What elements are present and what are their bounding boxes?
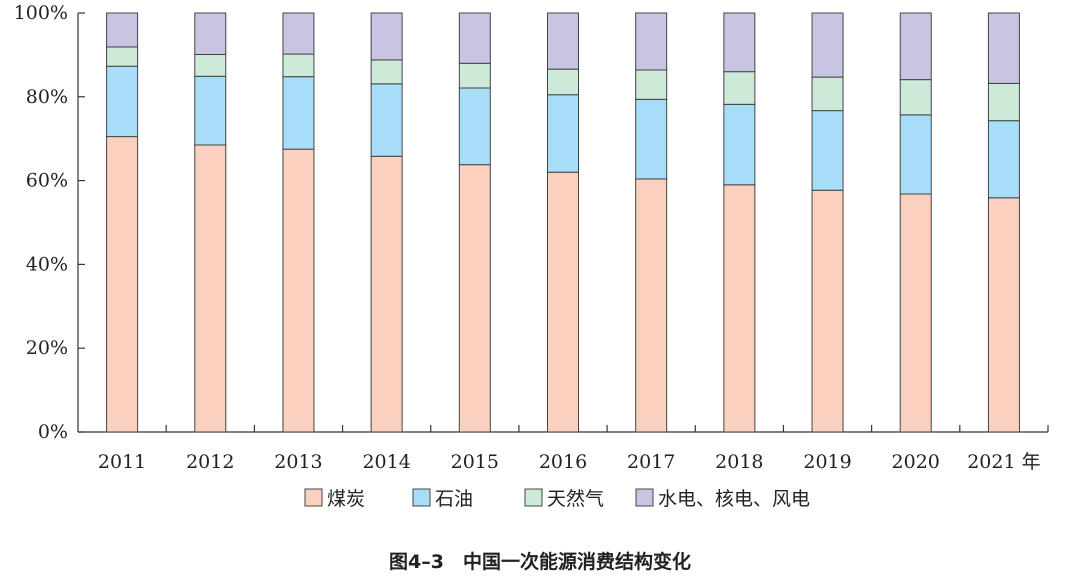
x-tick-labels: 2011 2012 2013 2014 2015 2016 2017 2018 2019 2020…	[98, 451, 1041, 473]
bar-segment-3-9	[811, 76, 844, 112]
bar-segment-2-7	[635, 98, 668, 180]
x-tick-label: 2016	[539, 451, 587, 473]
bar-segment-3-5	[458, 62, 491, 89]
figure-caption: 图4–3 中国一次能源消费结构变化	[389, 550, 691, 573]
bar-segment-1-9	[811, 189, 844, 433]
bar-segment-4-4	[370, 12, 403, 61]
bars	[106, 12, 1020, 433]
y-tick-label: 80%	[26, 86, 68, 108]
bar-segment-2-6	[547, 94, 579, 173]
y-tick-label: 40%	[26, 253, 68, 275]
bar-segment-4-8	[723, 12, 756, 73]
legend-label: 煤炭	[327, 488, 365, 510]
bar-segment-2-3	[282, 76, 315, 150]
bar-segment-1-2	[194, 144, 227, 433]
bar-segment-3-11	[987, 82, 1020, 122]
x-tick-label: 2018	[715, 451, 763, 473]
bar-segment-4-1	[106, 12, 139, 48]
x-tick-label: 2011	[98, 451, 146, 473]
bar-segment-1-6	[547, 171, 579, 433]
y-tick-label: 100%	[14, 2, 68, 24]
x-tick-label: 2012	[186, 451, 234, 473]
bar-segment-4-7	[635, 12, 668, 71]
bar-segment-1-10	[899, 193, 932, 433]
x-tick-label: 2013	[274, 451, 322, 473]
legend-swatch	[304, 488, 323, 507]
bar-segment-3-1	[106, 46, 139, 67]
bar-segment-4-6	[547, 12, 579, 70]
x-tick-label: 2021 年	[967, 451, 1040, 473]
bar-segment-3-8	[723, 71, 756, 105]
bar-segment-1-7	[635, 178, 668, 433]
bar-segment-1-3	[282, 148, 315, 433]
x-tick-label: 2020	[892, 451, 940, 473]
bar-segment-4-3	[282, 12, 315, 55]
bar-segment-2-11	[987, 120, 1020, 199]
bar-segment-1-5	[458, 164, 491, 433]
bar-segment-3-3	[282, 53, 315, 78]
bar-segment-4-9	[811, 12, 844, 78]
y-tick-labels: 0% 20% 40% 60% 80% 100%	[14, 2, 68, 443]
bar-segment-3-7	[635, 69, 668, 100]
y-tick-label: 20%	[26, 337, 68, 359]
bar-segment-3-6	[547, 68, 579, 96]
legend-swatch	[524, 488, 543, 507]
legend: 煤炭 石油 天然气 水电、核电、风电	[304, 488, 810, 510]
x-tick-label: 2015	[451, 451, 499, 473]
bar-segment-2-8	[723, 103, 756, 186]
bar-segment-4-11	[987, 12, 1020, 84]
bar-segment-3-4	[370, 59, 403, 85]
legend-label: 天然气	[547, 488, 604, 510]
bar-segment-4-2	[194, 12, 227, 55]
bar-segment-1-1	[106, 136, 139, 433]
bar-segment-2-2	[194, 75, 227, 146]
bar-segment-2-5	[458, 87, 491, 166]
legend-label: 石油	[435, 488, 473, 510]
y-tick-label: 0%	[38, 421, 68, 443]
bar-segment-3-10	[899, 79, 932, 116]
bar-segment-2-9	[811, 110, 844, 191]
legend-swatch	[635, 488, 654, 507]
bar-segment-4-5	[458, 12, 491, 64]
legend-label: 水电、核电、风电	[658, 488, 810, 510]
bar-segment-4-10	[899, 12, 932, 81]
bar-segment-1-8	[723, 184, 756, 433]
x-tick-label: 2014	[362, 451, 410, 473]
bar-segment-1-11	[987, 197, 1020, 433]
bar-segment-1-4	[370, 155, 403, 433]
x-tick-label: 2017	[627, 451, 675, 473]
bar-segment-2-4	[370, 83, 403, 157]
y-tick-label: 60%	[26, 170, 68, 192]
bar-segment-3-2	[194, 53, 227, 77]
legend-swatch	[412, 488, 431, 507]
x-tick-label: 2019	[803, 451, 851, 473]
bar-segment-2-10	[899, 114, 932, 195]
bar-segment-2-1	[106, 65, 139, 138]
